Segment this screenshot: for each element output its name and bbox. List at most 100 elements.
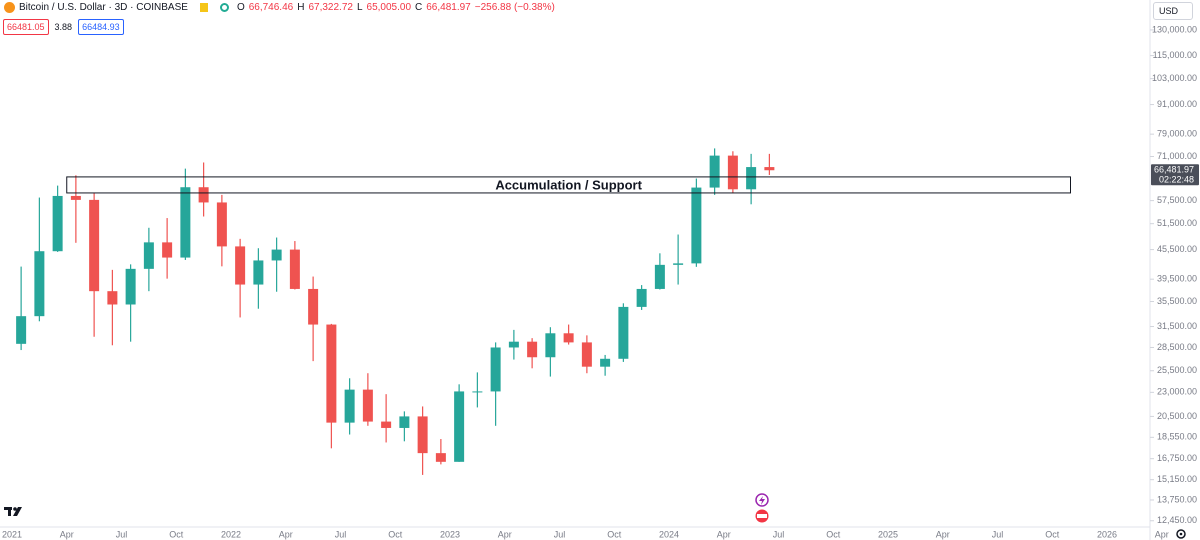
candle-body [253, 260, 264, 285]
coin-icon [4, 2, 15, 13]
candle-body [435, 453, 446, 462]
ohlc-label: O [236, 2, 245, 13]
y-tick-label: 35,500.00 [1157, 296, 1197, 306]
x-tick-label: Oct [826, 529, 841, 539]
candle-body [508, 341, 519, 348]
candle-body [727, 155, 738, 190]
x-tick-label: Jul [992, 529, 1004, 539]
currency-button[interactable]: USD [1153, 2, 1194, 20]
y-tick-label: 18,550.00 [1157, 432, 1197, 442]
y-tick-label: 39,500.00 [1157, 274, 1197, 284]
x-tick-label: 2023 [440, 529, 460, 539]
candle-body [636, 288, 647, 307]
y-tick-label: 28,500.00 [1157, 342, 1197, 352]
last-price-label: 66,481.97 [1154, 165, 1194, 175]
x-tick-label: Oct [169, 529, 184, 539]
x-tick-label: Oct [607, 529, 622, 539]
candle-body [490, 347, 501, 392]
countdown: 02:22:48 [1159, 175, 1194, 185]
x-tick-label: 2021 [2, 529, 22, 539]
x-tick-label: 2022 [221, 529, 241, 539]
ohlc-label: H [297, 2, 305, 13]
bid[interactable]: 66481.05 [3, 19, 49, 35]
x-tick-label: Jul [554, 529, 566, 539]
candle-body [180, 187, 191, 258]
candle-body [52, 195, 63, 252]
y-tick-label: 130,000.00 [1152, 24, 1197, 34]
ask[interactable]: 66484.93 [78, 19, 124, 35]
candle-body [344, 389, 355, 423]
symbol-header: Bitcoin / U.S. Dollar · 3D · COINBASE O 6… [4, 2, 555, 13]
candle-body [709, 155, 720, 188]
y-tick-label: 45,500.00 [1157, 244, 1197, 254]
candle-body [581, 342, 592, 367]
y-tick-label: 13,750.00 [1157, 494, 1197, 504]
y-tick-label: 57,500.00 [1157, 195, 1197, 205]
candle-body [326, 324, 337, 423]
event-icons[interactable] [755, 493, 769, 523]
x-tick-label: 2024 [659, 529, 679, 539]
candle-body [563, 333, 574, 343]
candle-body [16, 316, 27, 344]
candle-body [70, 195, 81, 200]
y-tick-label: 91,000.00 [1157, 99, 1197, 109]
candle-body [162, 242, 173, 258]
candle-body [764, 167, 775, 171]
candle-body [618, 306, 629, 359]
y-tick-label: 71,000.00 [1157, 151, 1197, 161]
candle-body [107, 291, 118, 305]
y-tick-label: 25,500.00 [1157, 365, 1197, 375]
y-tick-label: 51,500.00 [1157, 218, 1197, 228]
y-tick-label: 16,750.00 [1157, 453, 1197, 463]
x-tick-label: Apr [498, 529, 512, 539]
market-status [219, 3, 229, 12]
candle-body [654, 264, 665, 289]
x-tick-label: Oct [1045, 529, 1060, 539]
candle-body [198, 187, 209, 203]
ohlc-value: 65,005.00 [366, 2, 412, 13]
candle-body [362, 389, 373, 422]
candle-body [527, 341, 538, 358]
x-tick-label: 2026 [1097, 529, 1117, 539]
candle-body [89, 199, 100, 292]
x-tick-label: Apr [279, 529, 293, 539]
support-zone [66, 176, 1071, 194]
change: −256.88 (−0.38%) [474, 2, 555, 13]
candle-body [34, 251, 45, 317]
candle-body [454, 391, 465, 462]
candle-body [125, 268, 136, 305]
x-tick-label: Apr [717, 529, 731, 539]
x-tick-label: Apr [1155, 529, 1169, 539]
candle-body [600, 358, 611, 367]
y-tick-label: 23,000.00 [1157, 387, 1197, 397]
x-tick-label: Jul [335, 529, 347, 539]
candle-body [216, 202, 227, 247]
x-tick-label: Oct [388, 529, 403, 539]
candle-body [399, 416, 410, 428]
candles [16, 148, 775, 475]
flag-icon [199, 3, 208, 12]
candle-body [417, 416, 428, 454]
last-price-box [1151, 164, 1199, 186]
y-tick-label: 31,500.00 [1157, 321, 1197, 331]
spread: 3.88 [54, 22, 73, 32]
candle-body [143, 242, 154, 269]
candle-body [746, 167, 757, 190]
y-tick-label: 20,500.00 [1157, 411, 1197, 421]
ohlc-value: 67,322.72 [308, 2, 353, 13]
candle-body [381, 421, 392, 428]
settings-icon[interactable] [1176, 529, 1186, 539]
candle-body [545, 333, 556, 358]
y-tick-label: 115,000.00 [1153, 50, 1197, 60]
x-tick-label: Apr [936, 529, 950, 539]
ohlc-value: 66,481.97 [426, 2, 471, 13]
support-label: Accumulation / Support [495, 177, 642, 192]
x-tick-label: 2025 [878, 529, 898, 539]
candle-body [235, 246, 246, 285]
candle-body [271, 249, 282, 261]
candle-body [673, 263, 684, 265]
x-tick-label: Jul [773, 529, 785, 539]
symbol[interactable]: Bitcoin / U.S. Dollar · 3D · COINBASE [19, 2, 188, 13]
ohlc-label: C [415, 2, 423, 13]
